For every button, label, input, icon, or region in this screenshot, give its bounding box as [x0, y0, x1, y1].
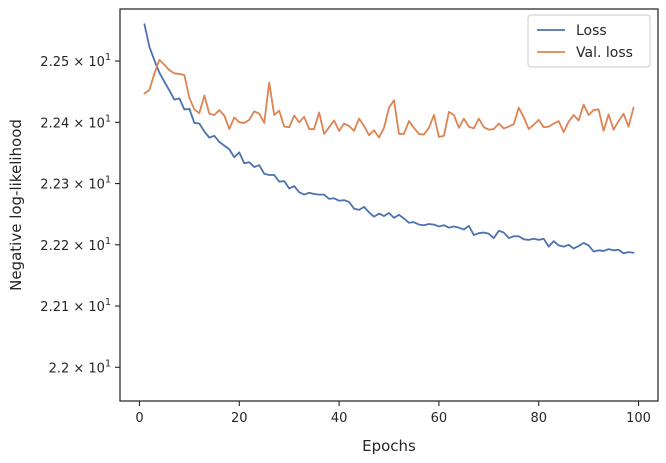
- legend-label-1: Val. loss: [576, 45, 633, 61]
- y-tick-label: 2.23 × 101: [40, 175, 111, 193]
- series-line-1: [143, 58, 635, 139]
- y-tick-label: 2.25 × 101: [40, 52, 111, 70]
- x-tick-label: 100: [626, 411, 651, 426]
- y-axis-label: Negative log-likelihood: [7, 119, 25, 291]
- x-tick-label: 40: [331, 411, 348, 426]
- series-layer: [143, 23, 635, 255]
- x-tick-label: 0: [135, 411, 143, 426]
- y-tick-label: 2.24 × 101: [40, 113, 111, 131]
- x-axis: 0 20 40 60 80 100: [135, 401, 651, 426]
- x-tick-label: 60: [431, 411, 448, 426]
- y-tick-label: 2.22 × 101: [40, 236, 111, 254]
- y-tick-label: 2.21 × 101: [40, 297, 111, 315]
- y-tick-label: 2.2 × 101: [49, 358, 111, 376]
- x-axis-label: Epochs: [362, 437, 416, 455]
- y-axis: 2.2 × 101 2.21 × 101 2.22 × 101 2.23 × 101 2…: [40, 52, 120, 376]
- x-tick-label: 80: [530, 411, 547, 426]
- plot-frame: [119, 8, 659, 402]
- x-tick-label: 20: [231, 411, 248, 426]
- legend-label-0: Loss: [576, 23, 607, 39]
- legend: Loss Val. loss: [527, 14, 651, 68]
- series-line-0: [143, 23, 635, 255]
- legend-box: [527, 14, 651, 68]
